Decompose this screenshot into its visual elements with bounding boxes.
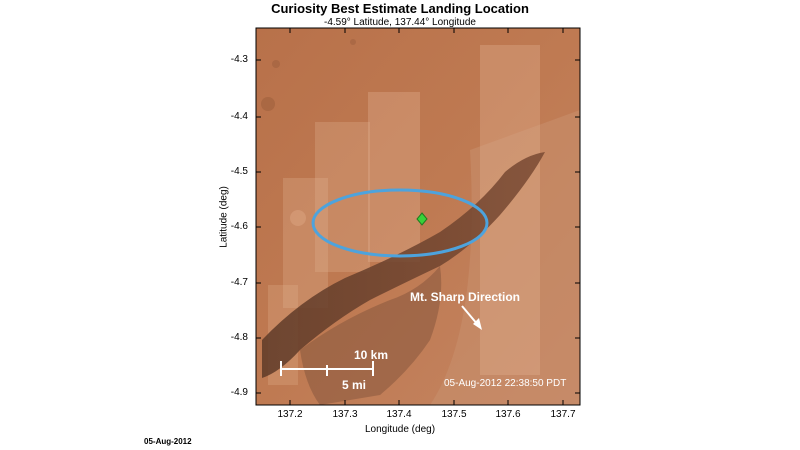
x-tick-marks bbox=[289, 28, 564, 405]
x-axis-label: Longitude (deg) bbox=[364, 424, 436, 435]
scale-mi-label: 5 mi bbox=[342, 378, 366, 392]
footer-date: 05-Aug-2012 bbox=[144, 437, 192, 446]
mt-sharp-label: Mt. Sharp Direction bbox=[410, 290, 520, 304]
y-tick-label: -4.4 bbox=[230, 111, 248, 122]
upper-right-terrain bbox=[430, 110, 580, 405]
y-tick-label: -4.7 bbox=[230, 277, 248, 288]
map-title: Curiosity Best Estimate Landing Location bbox=[271, 1, 529, 16]
x-tick-label: 137.3 bbox=[332, 409, 358, 420]
y-tick-label: -4.3 bbox=[230, 54, 248, 65]
y-tick-label: -4.6 bbox=[230, 221, 248, 232]
landing-site-marker bbox=[416, 212, 428, 226]
mount-sharp-ridge bbox=[262, 152, 545, 378]
crater bbox=[290, 210, 306, 226]
landing-ellipse bbox=[311, 188, 489, 258]
crater bbox=[272, 60, 280, 68]
y-tick-label: -4.9 bbox=[230, 387, 248, 398]
y-axis-label: Latitude (deg) bbox=[218, 186, 230, 248]
y-tick-label: -4.8 bbox=[230, 332, 248, 343]
imagery-strip bbox=[283, 178, 328, 308]
ridge-lower-texture bbox=[300, 266, 442, 405]
crater bbox=[350, 39, 356, 45]
crater bbox=[261, 97, 275, 111]
axes-frame bbox=[255, 27, 581, 406]
x-tick-label: 137.7 bbox=[550, 409, 576, 420]
x-tick-label: 137.6 bbox=[495, 409, 521, 420]
arrow-head bbox=[473, 318, 482, 330]
imagery-strip bbox=[368, 92, 420, 262]
timestamp: 05-Aug-2012 22:38:50 PDT bbox=[444, 378, 566, 389]
map-subtitle: -4.59° Latitude, 137.44° Longitude bbox=[323, 17, 476, 28]
y-tick-label: -4.5 bbox=[230, 166, 248, 177]
scale-km-label: 10 km bbox=[354, 348, 388, 362]
x-tick-label: 137.2 bbox=[277, 409, 303, 420]
x-tick-label: 137.5 bbox=[441, 409, 467, 420]
y-tick-marks bbox=[256, 59, 580, 394]
x-tick-label: 137.4 bbox=[386, 409, 412, 420]
